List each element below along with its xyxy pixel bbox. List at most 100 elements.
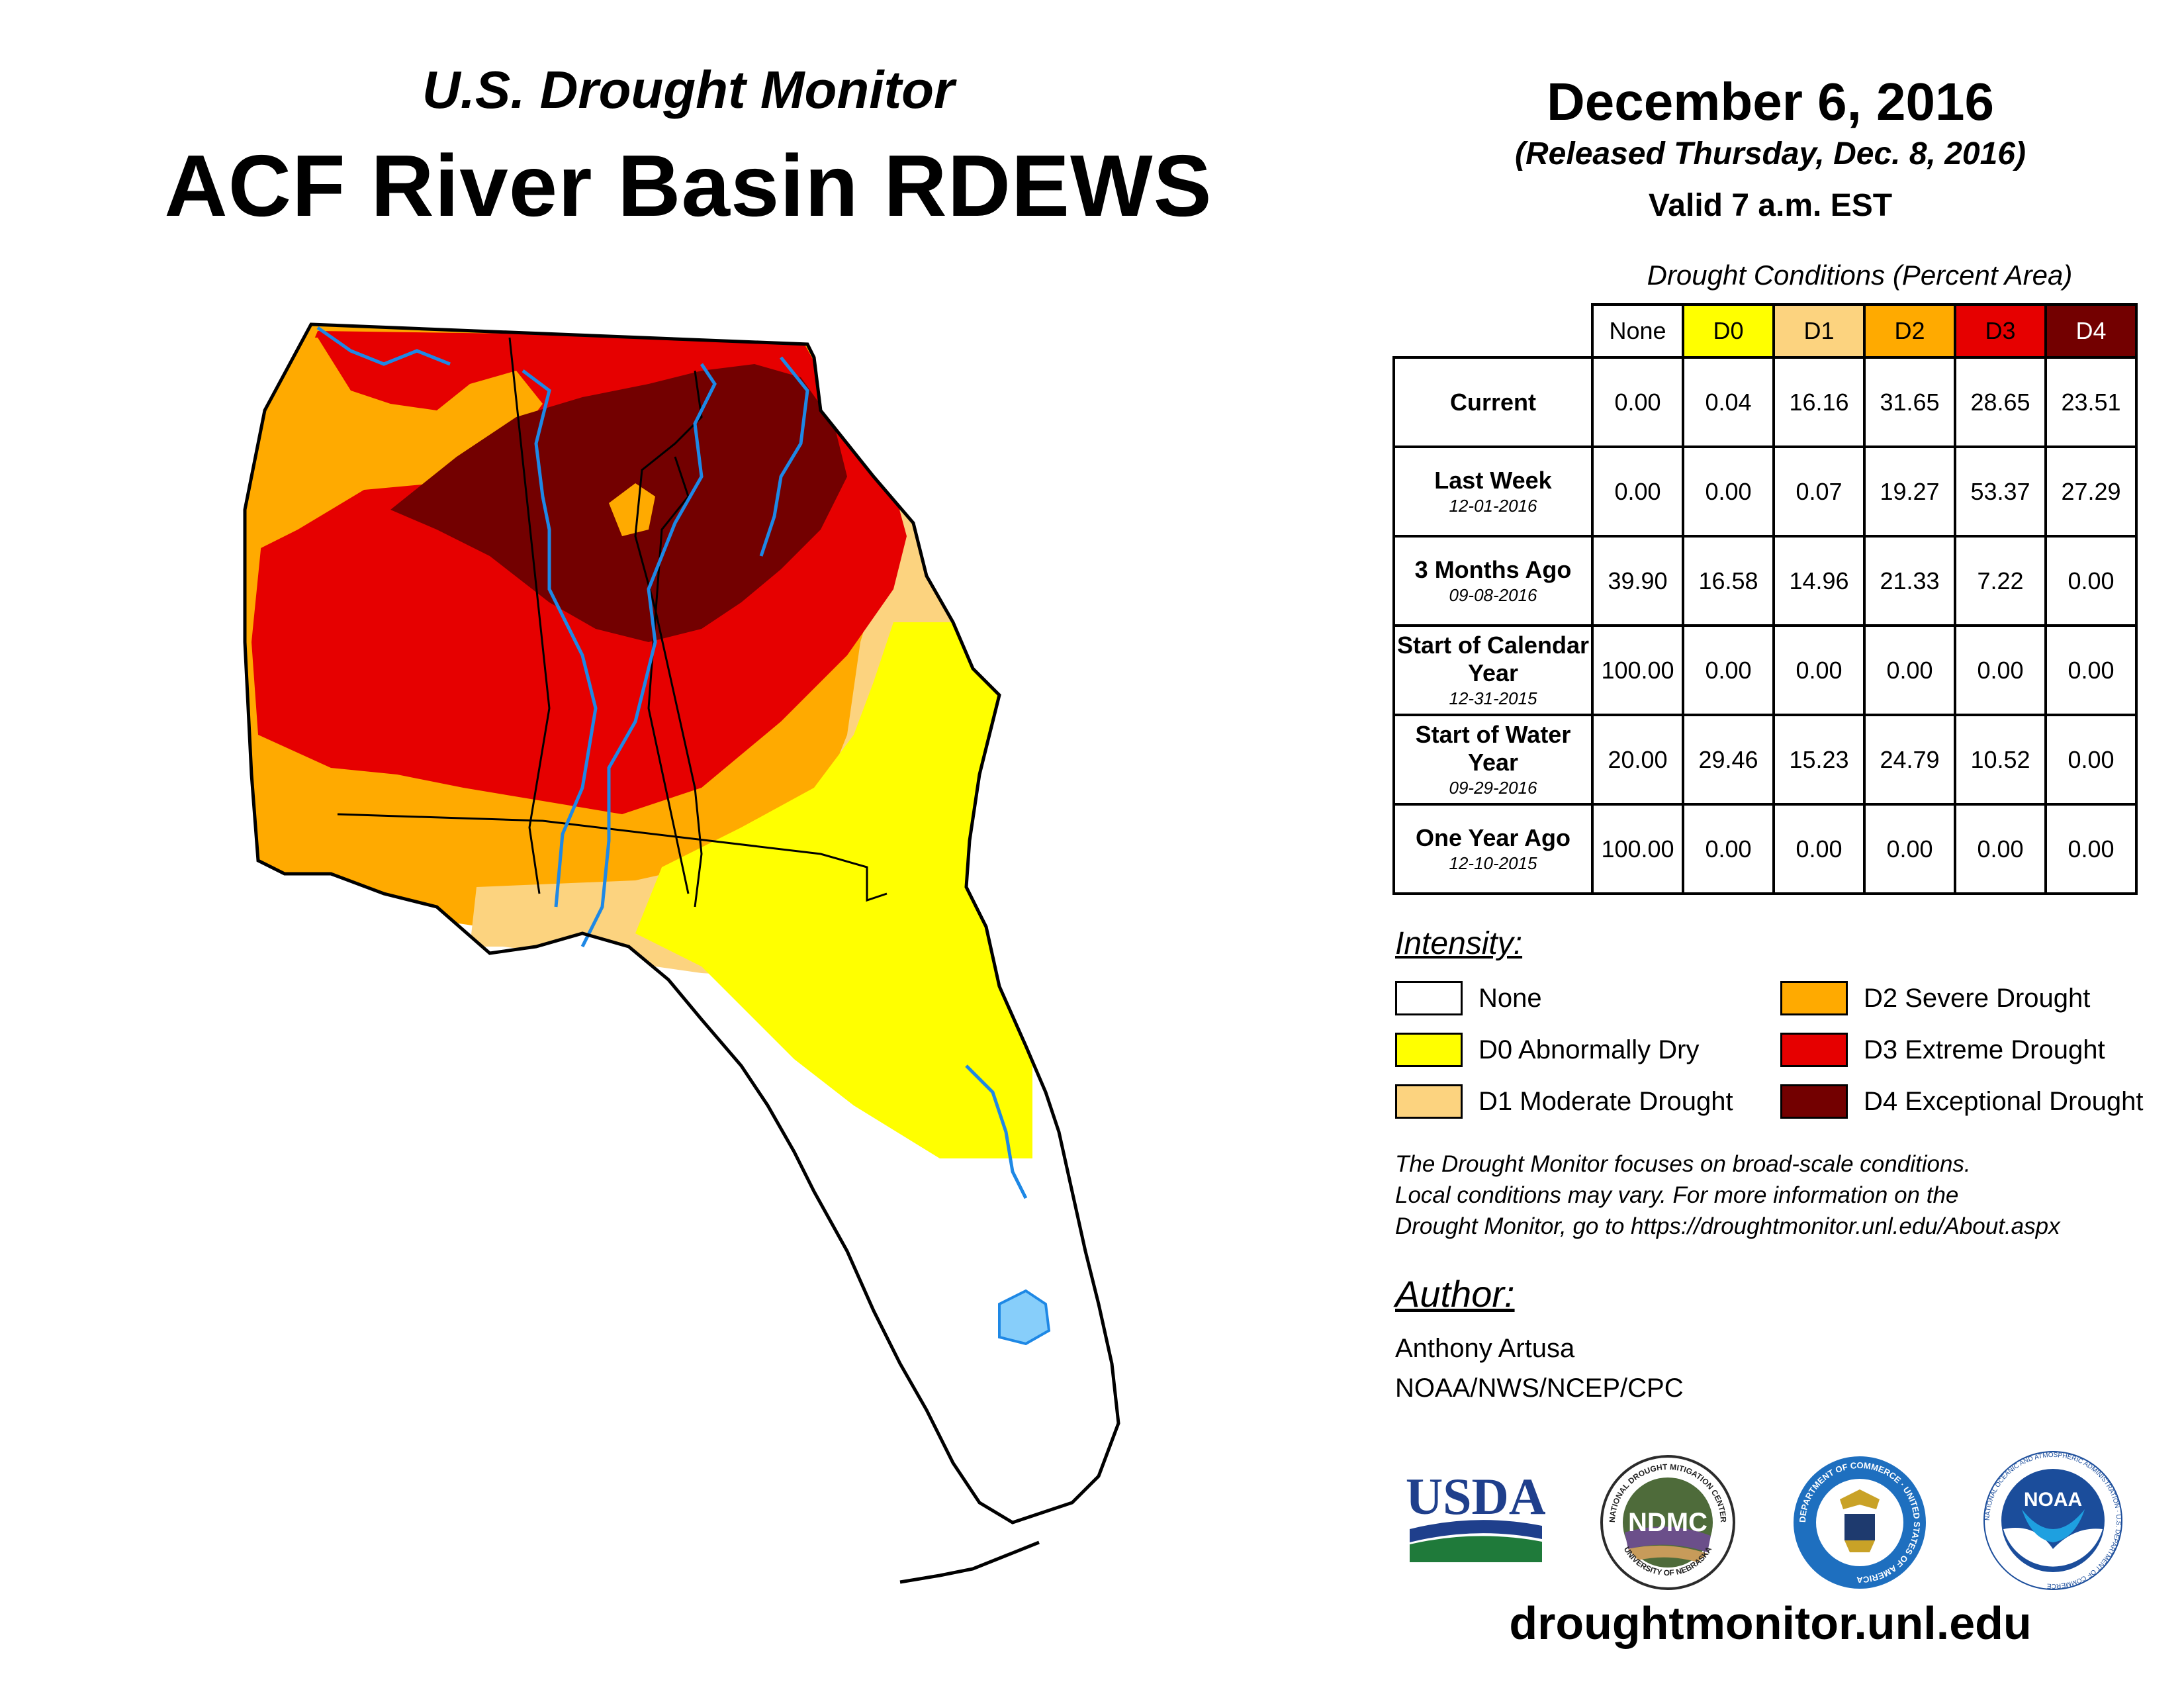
table-cell: 16.16 bbox=[1772, 356, 1866, 448]
table-cell: 0.07 bbox=[1772, 445, 1866, 538]
row-title: Start of Water Year bbox=[1415, 720, 1571, 776]
table-row: Start of Calendar Year 12-31-2015 100.00 … bbox=[1392, 624, 2138, 716]
legend-swatch-d2 bbox=[1780, 981, 1848, 1015]
row-date: 09-29-2016 bbox=[1449, 777, 1537, 798]
map-d2-pocket bbox=[609, 483, 655, 536]
table-cell: 100.00 bbox=[1591, 624, 1684, 716]
col-header-d2: D2 bbox=[1863, 303, 1956, 359]
row-label: One Year Ago 12-10-2015 bbox=[1392, 803, 1594, 895]
author-name: Anthony Artusa bbox=[1395, 1334, 1575, 1363]
row-date: 12-31-2015 bbox=[1449, 688, 1537, 708]
table-cell: 0.00 bbox=[1591, 445, 1684, 538]
map-rivers bbox=[316, 326, 1028, 1199]
drought-conditions-table: None D0 D1 D2 D3 D4 Current 0.00 0.04 16… bbox=[1392, 303, 2138, 895]
col-header-none: None bbox=[1591, 303, 1684, 359]
legend-label: D1 Moderate Drought bbox=[1479, 1086, 1733, 1116]
row-title: Last Week bbox=[1434, 466, 1552, 494]
row-label: Last Week 12-01-2016 bbox=[1392, 445, 1594, 538]
table-cell: 19.27 bbox=[1863, 445, 1956, 538]
legend-swatch-d3 bbox=[1780, 1033, 1848, 1067]
note-line: Local conditions may vary. For more info… bbox=[1395, 1182, 1959, 1208]
table-cell: 29.46 bbox=[1682, 714, 1775, 806]
release-date: (Released Thursday, Dec. 8, 2016) bbox=[1515, 136, 2026, 171]
table-cell: 0.00 bbox=[2044, 803, 2138, 895]
row-date: 12-01-2016 bbox=[1449, 495, 1537, 516]
col-header-d3: D3 bbox=[1954, 303, 2047, 359]
state-boundaries bbox=[337, 337, 887, 908]
legend-item-d0: D0 Abnormally Dry bbox=[1395, 1031, 1699, 1068]
table-row: Current 0.00 0.04 16.16 31.65 28.65 23.5… bbox=[1392, 356, 2138, 448]
col-header-d4: D4 bbox=[2044, 303, 2138, 359]
legend-label: D3 Extreme Drought bbox=[1864, 1035, 2105, 1064]
doc-logo: DEPARTMENT OF COMMERCE · UNITED STATES O… bbox=[1794, 1456, 1926, 1589]
map-title: ACF River Basin RDEWS bbox=[164, 137, 1212, 234]
table-caption: Drought Conditions (Percent Area) bbox=[1647, 259, 2073, 291]
table-cell: 28.65 bbox=[1954, 356, 2047, 448]
legend-swatch-d4 bbox=[1780, 1084, 1848, 1119]
legend-label: D2 Severe Drought bbox=[1864, 983, 2091, 1013]
table-cell: 0.00 bbox=[1863, 803, 1956, 895]
table-cell: 24.79 bbox=[1863, 714, 1956, 806]
table-cell: 14.96 bbox=[1772, 535, 1866, 627]
legend-label: D4 Exceptional Drought bbox=[1864, 1086, 2144, 1116]
legend-item-none: None bbox=[1395, 980, 1542, 1017]
author-org: NOAA/NWS/NCEP/CPC bbox=[1395, 1374, 1684, 1403]
table-row: One Year Ago 12-10-2015 100.00 0.00 0.00 … bbox=[1392, 803, 2138, 895]
legend-swatch-none bbox=[1395, 981, 1463, 1015]
table-cell: 0.00 bbox=[2044, 714, 2138, 806]
disclaimer-note: The Drought Monitor focuses on broad-sca… bbox=[1395, 1149, 2176, 1242]
table-cell: 53.37 bbox=[1954, 445, 2047, 538]
table-cell: 0.00 bbox=[1954, 803, 2047, 895]
lake-okeechobee bbox=[998, 1289, 1051, 1346]
table-cell: 0.00 bbox=[1863, 624, 1956, 716]
table-cell: 39.90 bbox=[1591, 535, 1684, 627]
table-cell: 16.58 bbox=[1682, 535, 1775, 627]
legend-item-d4: D4 Exceptional Drought bbox=[1780, 1083, 2143, 1120]
row-label: 3 Months Ago 09-08-2016 bbox=[1392, 535, 1594, 627]
noaa-logo: NOAA NATIONAL OCEANIC AND ATMOSPHERIC AD… bbox=[1983, 1451, 2122, 1590]
table-cell: 21.33 bbox=[1863, 535, 1956, 627]
florida-keys bbox=[899, 1540, 1040, 1584]
map-d3-west-patch bbox=[258, 338, 543, 549]
usda-logo: USDA bbox=[1406, 1468, 1545, 1562]
legend-label: D0 Abnormally Dry bbox=[1479, 1035, 1700, 1064]
legend-label: None bbox=[1479, 983, 1542, 1013]
table-cell: 0.00 bbox=[1954, 624, 2047, 716]
row-label: Start of Water Year 09-29-2016 bbox=[1392, 714, 1594, 806]
note-line: Drought Monitor, go to https://droughtmo… bbox=[1395, 1213, 2060, 1239]
table-cell: 0.00 bbox=[1591, 356, 1684, 448]
table-cell: 10.52 bbox=[1954, 714, 2047, 806]
author-label: Author: bbox=[1395, 1273, 1515, 1315]
table-row: Last Week 12-01-2016 0.00 0.00 0.07 19.27… bbox=[1392, 445, 2138, 538]
table-cell: 0.00 bbox=[1772, 803, 1866, 895]
table-cell: 0.00 bbox=[2044, 535, 2138, 627]
map-d0-area bbox=[635, 622, 1032, 1158]
row-date: 12-10-2015 bbox=[1449, 853, 1537, 873]
noaa-logo-text: NOAA bbox=[2024, 1489, 2082, 1511]
row-title: One Year Ago bbox=[1415, 823, 1571, 851]
legend-item-d1: D1 Moderate Drought bbox=[1395, 1083, 1733, 1120]
row-label: Current bbox=[1392, 356, 1594, 448]
drought-map bbox=[243, 322, 1120, 1584]
table-cell: 7.22 bbox=[1954, 535, 2047, 627]
table-cell: 0.04 bbox=[1682, 356, 1775, 448]
col-header-d1: D1 bbox=[1772, 303, 1866, 359]
table-cell: 0.00 bbox=[1772, 624, 1866, 716]
table-row: Start of Water Year 09-29-2016 20.00 29.4… bbox=[1392, 714, 2138, 806]
table-cell: 0.00 bbox=[1682, 803, 1775, 895]
map-subtitle: U.S. Drought Monitor bbox=[422, 60, 955, 119]
col-header-d0: D0 bbox=[1682, 303, 1775, 359]
table-cell: 23.51 bbox=[2044, 356, 2138, 448]
valid-time: Valid 7 a.m. EST bbox=[1648, 188, 1893, 223]
ndmc-logo: NDMC NATIONAL DROUGHT MITIGATION CENTER … bbox=[1600, 1455, 1735, 1590]
valid-date: December 6, 2016 bbox=[1546, 72, 1994, 131]
table-cell: 0.00 bbox=[1682, 624, 1775, 716]
table-cell: 20.00 bbox=[1591, 714, 1684, 806]
table-cell: 31.65 bbox=[1863, 356, 1956, 448]
site-url[interactable]: droughtmonitor.unl.edu bbox=[1509, 1597, 2032, 1649]
row-label: Start of Calendar Year 12-31-2015 bbox=[1392, 624, 1594, 716]
note-line: The Drought Monitor focuses on broad-sca… bbox=[1395, 1151, 1971, 1177]
usda-logo-text: USDA bbox=[1406, 1468, 1545, 1525]
ndmc-logo-text: NDMC bbox=[1628, 1508, 1707, 1537]
table-row: 3 Months Ago 09-08-2016 39.90 16.58 14.96… bbox=[1392, 535, 2138, 627]
